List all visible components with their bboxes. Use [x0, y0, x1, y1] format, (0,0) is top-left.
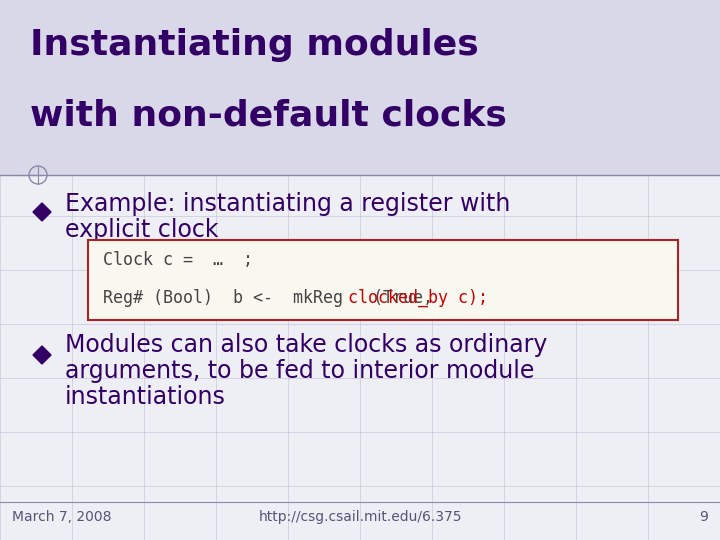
Bar — [0, 0, 720, 175]
Text: http://csg.csail.mit.edu/6.375: http://csg.csail.mit.edu/6.375 — [258, 510, 462, 524]
Polygon shape — [33, 346, 51, 364]
Text: Modules can also take clocks as ordinary: Modules can also take clocks as ordinary — [65, 333, 547, 357]
Polygon shape — [33, 203, 51, 221]
Text: with non-default clocks: with non-default clocks — [30, 98, 507, 132]
Text: Example: instantiating a register with: Example: instantiating a register with — [65, 192, 510, 216]
Text: March 7, 2008: March 7, 2008 — [12, 510, 112, 524]
Text: 9: 9 — [699, 510, 708, 524]
Text: Instantiating modules: Instantiating modules — [30, 28, 479, 62]
Text: Clock c =  …  ;: Clock c = … ; — [103, 251, 253, 269]
Text: instantiations: instantiations — [65, 385, 226, 409]
Text: explicit clock: explicit clock — [65, 218, 218, 242]
Text: Reg# (Bool)  b <-  mkReg   (True,: Reg# (Bool) b <- mkReg (True, — [103, 289, 443, 307]
Text: arguments, to be fed to interior module: arguments, to be fed to interior module — [65, 359, 534, 383]
Bar — [88, 240, 678, 320]
Text: clocked_by c);: clocked_by c); — [348, 289, 488, 307]
